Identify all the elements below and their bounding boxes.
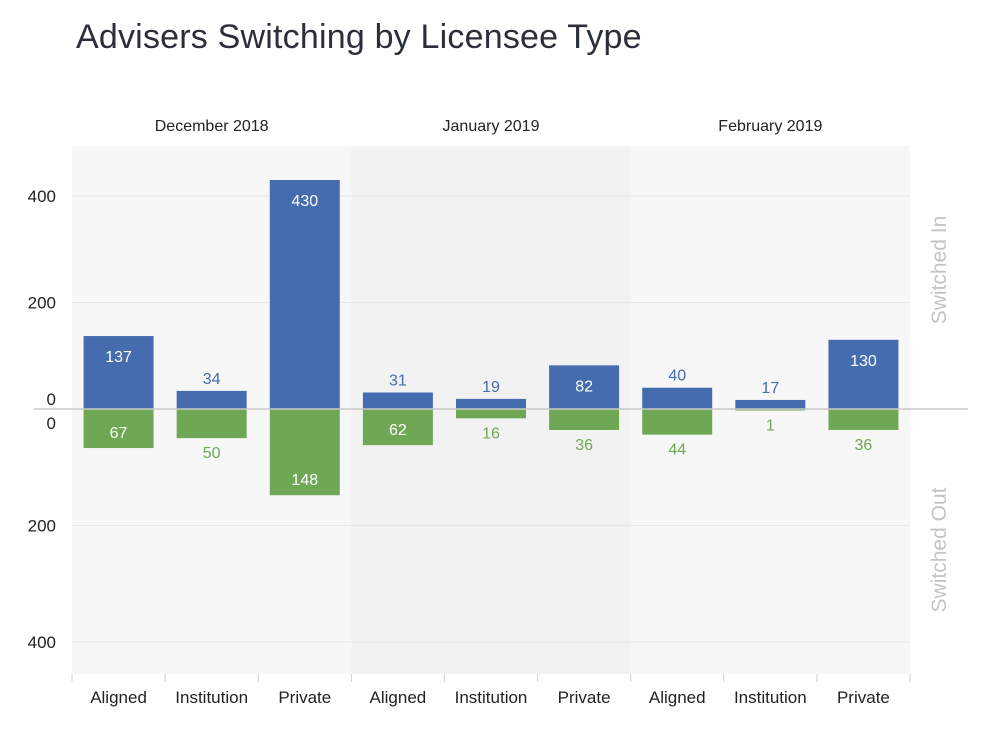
data-label-switched-in: 82 bbox=[575, 378, 593, 395]
category-label: Private bbox=[278, 688, 331, 707]
axes: December 2018 January 2019 February 2019 40… bbox=[28, 118, 968, 707]
data-label-switched-out: 148 bbox=[291, 472, 318, 489]
data-label-switched-in: 31 bbox=[389, 372, 407, 389]
y-tick-label: 400 bbox=[28, 187, 56, 206]
data-label-switched-out: 36 bbox=[855, 437, 873, 454]
data-label-switched-out: 62 bbox=[389, 422, 407, 439]
data-label-switched-out: 44 bbox=[668, 442, 686, 459]
y-tick-label: 200 bbox=[28, 294, 56, 313]
data-label-switched-in: 34 bbox=[203, 371, 221, 388]
category-label: Aligned bbox=[90, 688, 147, 707]
category-label: Institution bbox=[175, 688, 248, 707]
data-label-switched-out: 50 bbox=[203, 445, 221, 462]
y-tick-label: 400 bbox=[28, 633, 56, 652]
category-label: Institution bbox=[734, 688, 807, 707]
data-label-switched-in: 430 bbox=[291, 193, 318, 210]
bar-switched-out[interactable] bbox=[176, 409, 247, 439]
category-label: Private bbox=[558, 688, 611, 707]
data-label-switched-out: 1 bbox=[766, 418, 775, 435]
y-tick-label: 0 bbox=[47, 390, 56, 409]
bar-switched-out[interactable] bbox=[642, 409, 713, 435]
data-label-switched-in: 17 bbox=[761, 380, 779, 397]
bar-switched-out[interactable] bbox=[362, 409, 433, 446]
bar-switched-out[interactable] bbox=[269, 409, 340, 496]
data-label-switched-in: 19 bbox=[482, 379, 500, 396]
chart-title: Advisers Switching by Licensee Type bbox=[76, 18, 642, 56]
bar-switched-in[interactable] bbox=[176, 390, 247, 409]
bar-switched-out[interactable] bbox=[828, 409, 899, 430]
category-label: Aligned bbox=[649, 688, 706, 707]
bar-switched-in[interactable] bbox=[456, 398, 526, 409]
data-label-switched-in: 137 bbox=[105, 349, 132, 366]
bar-switched-out[interactable] bbox=[456, 409, 526, 419]
bar-switched-in[interactable] bbox=[735, 399, 806, 409]
side-label-switched-out: Switched Out bbox=[928, 487, 951, 612]
bar-switched-out[interactable] bbox=[83, 409, 154, 449]
bar-switched-in[interactable] bbox=[269, 180, 340, 409]
gridlines bbox=[72, 195, 910, 643]
bar-switched-out[interactable] bbox=[549, 409, 620, 430]
bar-switched-in[interactable] bbox=[828, 339, 899, 409]
bar-switched-in[interactable] bbox=[549, 365, 620, 409]
bar-switched-in[interactable] bbox=[362, 392, 433, 409]
group-label: January 2019 bbox=[443, 118, 540, 135]
category-label: Private bbox=[837, 688, 890, 707]
bar-switched-in[interactable] bbox=[83, 336, 154, 409]
y-tick-label: 200 bbox=[28, 517, 56, 536]
category-label: Aligned bbox=[370, 688, 427, 707]
bars bbox=[83, 180, 899, 496]
data-label-switched-out: 36 bbox=[575, 437, 593, 454]
bar-switched-in[interactable] bbox=[642, 387, 713, 409]
data-label-switched-out: 16 bbox=[482, 425, 500, 442]
data-labels: 137 67 34 50 430 148 31 62 19 16 82 36 40 44 17 1 130 36 bbox=[105, 193, 877, 489]
group-label: December 2018 bbox=[155, 118, 269, 135]
data-label-switched-in: 40 bbox=[668, 368, 686, 385]
category-label: Institution bbox=[455, 688, 528, 707]
group-label: February 2019 bbox=[718, 118, 822, 135]
y-tick-label: 0 bbox=[47, 414, 56, 433]
side-label-switched-in: Switched In bbox=[928, 216, 951, 325]
data-label-switched-out: 67 bbox=[110, 425, 128, 442]
data-label-switched-in: 130 bbox=[850, 353, 877, 370]
